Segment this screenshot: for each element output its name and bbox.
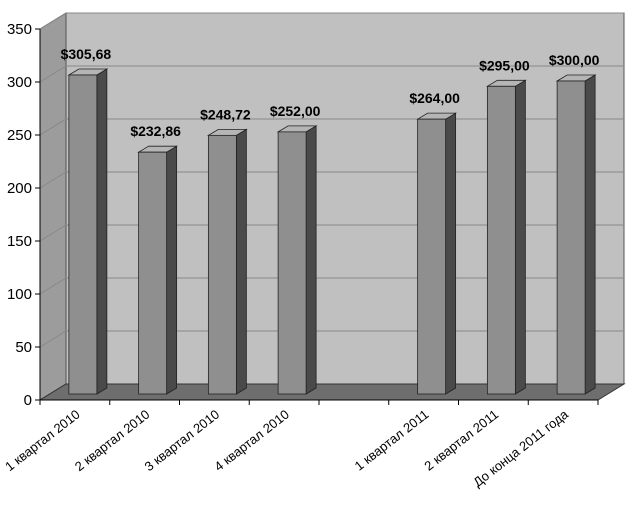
- x-tick-label: 3 квартал 2010: [142, 407, 223, 475]
- bar-side: [305, 125, 317, 395]
- bar-front: [277, 131, 307, 395]
- y-tick-label: 50: [15, 339, 32, 356]
- bar-front: [556, 80, 586, 395]
- bar-series: [67, 68, 597, 395]
- bar-side: [584, 74, 596, 395]
- y-tick-label: 0: [24, 392, 32, 409]
- y-tick-label: 300: [7, 74, 32, 91]
- data-label: $252,00: [270, 103, 321, 119]
- y-axis: 0 50 100 150 200 250 300 350: [7, 21, 41, 409]
- bar: [137, 145, 179, 395]
- y-tick-label: 100: [7, 286, 32, 303]
- bar-side: [235, 128, 247, 395]
- bar-side: [96, 68, 108, 395]
- bar: [416, 112, 458, 395]
- gridline: [39, 65, 624, 83]
- data-label: $232,86: [130, 123, 181, 139]
- bar: [485, 79, 527, 395]
- data-labels: $305,68 $232,86 $248,72 $252,00 $264,00 $295,…: [61, 46, 600, 139]
- bar: [67, 68, 109, 395]
- y-tick-label: 150: [7, 233, 32, 250]
- chart-floor: [38, 383, 626, 401]
- bar: [276, 125, 318, 395]
- data-label: $295,00: [479, 57, 530, 73]
- y-tick-label: 250: [7, 127, 32, 144]
- bar-side: [514, 79, 526, 395]
- bar-front: [68, 74, 98, 395]
- bar-side: [445, 112, 457, 395]
- bar-front: [486, 85, 516, 395]
- bar: [206, 128, 248, 395]
- bar-front: [138, 151, 168, 395]
- chart-side-wall: [39, 12, 67, 401]
- gridline: [39, 12, 624, 30]
- x-tick-label: 4 квартал 2010: [211, 407, 292, 475]
- y-tick-label: 200: [7, 180, 32, 197]
- bar: [555, 74, 597, 395]
- data-label: $300,00: [549, 52, 600, 68]
- bar-front: [207, 134, 237, 395]
- data-label: $305,68: [61, 46, 112, 62]
- bar-side: [166, 145, 178, 395]
- x-tick-label: 2 квартал 2010: [72, 407, 153, 475]
- data-label: $248,72: [200, 106, 251, 122]
- data-label: $264,00: [409, 90, 460, 106]
- bar-front: [417, 118, 447, 395]
- x-tick-label: 1 квартал 2011: [352, 407, 432, 474]
- x-tick-label: 1 квартал 2010: [2, 407, 83, 475]
- y-tick-label: 350: [7, 21, 32, 38]
